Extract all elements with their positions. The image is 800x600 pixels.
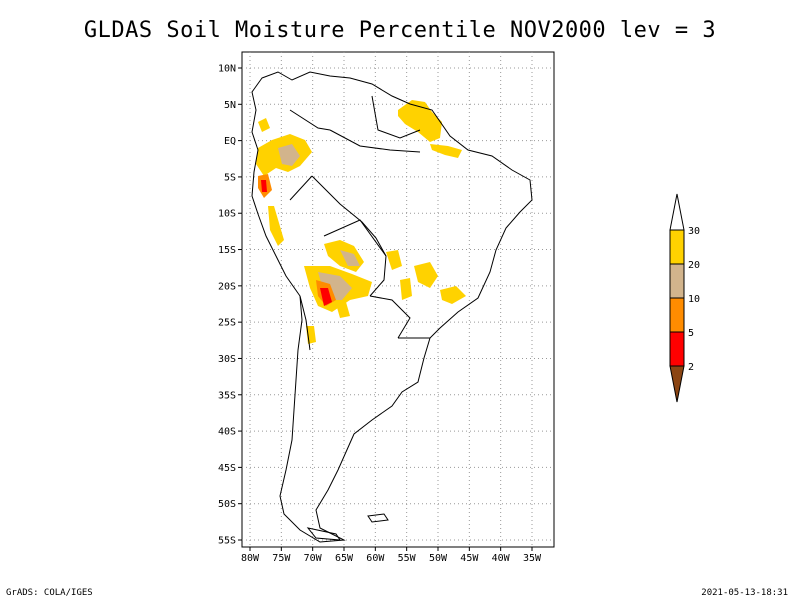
- border-peru-brazil: [289, 175, 313, 201]
- patch-parana: [440, 286, 466, 304]
- border-colombia: [289, 109, 331, 131]
- patch-north-coast: [258, 118, 270, 132]
- legend-label: 2: [688, 362, 694, 373]
- legend-segment: [669, 263, 685, 299]
- patch-guianas: [398, 100, 442, 142]
- lon-label: 55W: [398, 553, 417, 564]
- border-andes: [299, 295, 311, 351]
- border-guianas: [371, 95, 421, 139]
- map-title: GLDAS Soil Moisture Percentile NOV2000 l…: [83, 18, 717, 43]
- lat-label: 15S: [218, 245, 236, 256]
- patch-peru-coast: [268, 206, 284, 246]
- patch-ecuador-tan: [278, 144, 300, 166]
- legend-segment: [669, 331, 685, 367]
- lat-label: 45S: [218, 463, 236, 474]
- patch-paraguay-dots: [336, 302, 350, 318]
- border-paraguay: [369, 295, 411, 339]
- legend-label: 30: [688, 226, 700, 237]
- map-frame: [241, 51, 555, 548]
- falklands: [367, 513, 389, 523]
- legend-label: 10: [688, 294, 700, 305]
- moisture-patches: [256, 100, 466, 344]
- south-america-outline: [251, 71, 533, 543]
- legend-segment: [669, 297, 685, 333]
- lon-label: 50W: [429, 553, 448, 564]
- gridlines: [238, 52, 554, 551]
- lat-label: 40S: [218, 427, 236, 438]
- lat-label: 30S: [218, 354, 236, 365]
- lat-label: 50S: [218, 499, 236, 510]
- lon-label: 80W: [241, 553, 260, 564]
- lat-label: 20S: [218, 281, 236, 292]
- legend-bottom-arrow: [669, 365, 685, 403]
- lon-label: 65W: [335, 553, 354, 564]
- lon-label: 75W: [272, 553, 291, 564]
- lon-label: 35W: [523, 553, 542, 564]
- patch-bolivia-tan: [340, 250, 360, 266]
- lat-label: 10S: [218, 209, 236, 220]
- patch-peru-red: [261, 180, 267, 192]
- lat-label: 25S: [218, 318, 236, 329]
- legend-segment: [669, 229, 685, 265]
- patch-brazil-east: [414, 262, 438, 288]
- legend-colorbar: 30 20 10 5 2: [669, 193, 700, 403]
- legend-top-arrow: [669, 193, 685, 231]
- lat-label: 5N: [224, 100, 236, 111]
- lon-label: 40W: [492, 553, 511, 564]
- lon-label: 70W: [304, 553, 323, 564]
- coastlines: [251, 71, 533, 543]
- legend-label: 20: [688, 260, 700, 271]
- lat-label: 35S: [218, 390, 236, 401]
- patch-brazil-south: [400, 278, 412, 300]
- lat-label: 55S: [218, 536, 236, 547]
- border-brazil-north: [329, 129, 421, 153]
- latitude-labels: 10N 5N EQ 5S 10S 15S 20S 25S 30S 35S 40S 45S 50S 55S: [218, 64, 236, 547]
- lon-label: 45W: [460, 553, 479, 564]
- patch-amapa: [430, 144, 462, 158]
- patch-altiplano-red: [320, 288, 332, 306]
- legend-label: 5: [688, 328, 694, 339]
- lat-label: 5S: [224, 172, 236, 183]
- tierra-del-fuego: [306, 527, 341, 541]
- patch-brazil-central: [386, 250, 402, 270]
- lat-label: EQ: [224, 136, 236, 147]
- lon-label: 60W: [366, 553, 385, 564]
- border-bolivia: [323, 219, 387, 297]
- longitude-labels: 80W 75W 70W 65W 60W 55W 50W 45W 40W 35W: [241, 553, 542, 564]
- footer-timestamp: 2021-05-13-18:31: [701, 588, 788, 598]
- footer-grads-credit: GrADS: COLA/IGES: [6, 588, 93, 598]
- lat-label: 10N: [218, 64, 236, 75]
